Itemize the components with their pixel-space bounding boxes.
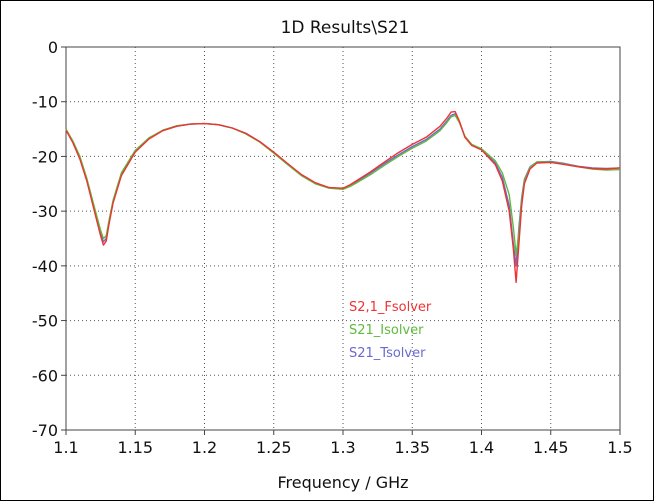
- series-line-s2-1-fsolver: [65, 110, 621, 283]
- x-tick-label: 1.15: [117, 438, 153, 457]
- y-axis-ticks: 0 -10 -20 -30 -40 -50 -60 -70: [32, 38, 66, 440]
- x-tick-label: 1.3: [330, 438, 355, 457]
- series-line-s21-isolver: [65, 114, 621, 256]
- y-tick-label: -50: [32, 312, 58, 331]
- grid-lines: [66, 47, 620, 430]
- x-axis-label: Frequency / GHz: [277, 473, 408, 492]
- plot-area: [65, 46, 621, 431]
- x-tick-label: 1.2: [192, 438, 217, 457]
- y-tick-label: -40: [32, 257, 58, 276]
- series-lines: [65, 110, 621, 283]
- y-tick-label: 0: [48, 38, 58, 57]
- x-tick-label: 1.25: [256, 438, 292, 457]
- y-tick-label: -30: [32, 202, 58, 221]
- x-tick-label: 1.45: [533, 438, 569, 457]
- legend: S2,1_Fsolver S21_Isolver S21_Tsolver: [349, 300, 432, 361]
- x-tick-label: 1.5: [607, 438, 632, 457]
- legend-entry: S2,1_Fsolver: [349, 300, 432, 315]
- x-tick-label: 1.1: [53, 438, 78, 457]
- x-tick-label: 1.35: [394, 438, 430, 457]
- x-axis-ticks: 1.1 1.15 1.2 1.25 1.3 1.35 1.4 1.45 1.5: [53, 430, 633, 457]
- y-tick-label: -60: [32, 366, 58, 385]
- y-tick-label: -10: [32, 93, 58, 112]
- y-tick-label: -20: [32, 147, 58, 166]
- y-tick-label: -70: [32, 421, 58, 440]
- legend-entry: S21_Isolver: [349, 323, 424, 338]
- chart-title: 1D Results\S21: [281, 18, 410, 38]
- x-tick-label: 1.4: [469, 438, 494, 457]
- legend-entry: S21_Tsolver: [349, 346, 426, 361]
